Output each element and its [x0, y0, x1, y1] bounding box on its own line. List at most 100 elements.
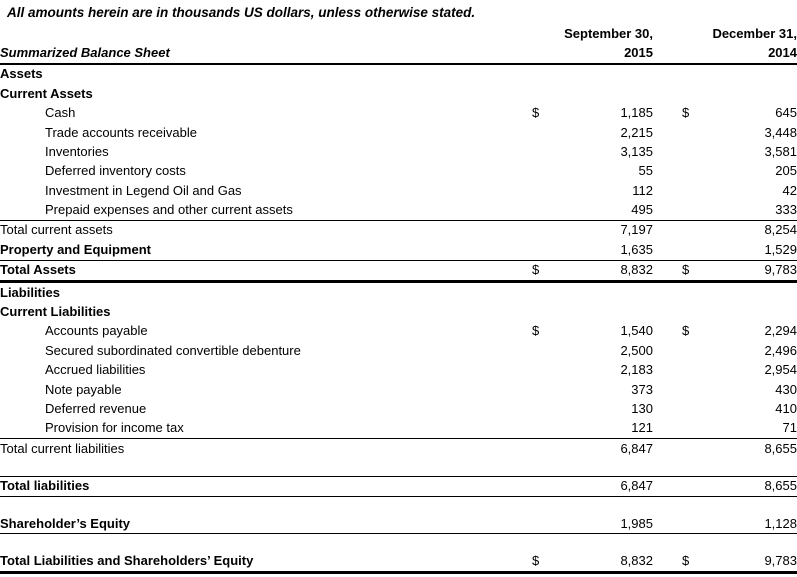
row-value-sep-2015: [562, 458, 653, 477]
row-value-dec-2014: [712, 496, 797, 514]
row-currency-symbol-2: [682, 341, 712, 360]
row-currency-symbol-1: $: [532, 105, 540, 121]
row-label: Total current liabilities: [0, 440, 125, 456]
table-row: Trade accounts receivable 2,215 3,448: [0, 123, 797, 142]
row-currency-symbol-2: [682, 380, 712, 399]
table-row: [0, 496, 797, 514]
column-gap: [653, 458, 682, 477]
column-gap: [653, 240, 682, 261]
table-row: Note payable 373 430: [0, 380, 797, 399]
column-gap: [653, 380, 682, 399]
row-value-dec-2014: [712, 282, 797, 303]
row-value-dec-2014: 9,783: [712, 260, 797, 284]
row-currency-symbol-1: [532, 513, 562, 535]
row-value-dec-2014: [712, 534, 797, 552]
row-value-sep-2015: 1,540: [620, 323, 653, 339]
table-row: Prepaid expenses and other current asset…: [0, 200, 797, 221]
row-value-sep-2015: 6,847: [620, 440, 653, 456]
amounts-note: All amounts herein are in thousands US d…: [7, 5, 476, 20]
column-gap: [653, 260, 682, 284]
row-currency-symbol-1: [532, 341, 562, 360]
col1-header-month: September 30,: [564, 25, 653, 41]
column-gap: [653, 282, 682, 303]
row-currency-symbol-1: [532, 282, 562, 303]
row-label: Total Assets: [0, 260, 532, 284]
table-row: Total current liabilities 6,847 8,655: [0, 439, 797, 459]
row-currency-symbol-2: [682, 302, 712, 321]
row-currency-symbol-2: [682, 399, 712, 418]
column-gap: [653, 123, 682, 142]
row-currency-symbol-2: [682, 162, 712, 181]
table-row: Assets: [0, 64, 797, 84]
row-currency-symbol-1: [532, 240, 562, 261]
table-body: Assets Current Assets Cash $ 1,185 $ 645…: [0, 64, 797, 574]
row-label: Shareholder’s Equity: [0, 513, 532, 535]
row-value-dec-2014: 9,783: [712, 551, 797, 574]
row-currency-symbol-2: [682, 142, 712, 161]
row-value-dec-2014: 333: [712, 200, 797, 221]
table-row: Current Liabilities: [0, 302, 797, 321]
table-row: Current Assets: [0, 84, 797, 103]
row-value-sep-2015: 8,832: [562, 551, 653, 574]
row-currency-symbol-2: [682, 123, 712, 142]
row-value-sep-2015: 2,500: [620, 342, 653, 358]
row-value-sep-2015: [562, 302, 653, 321]
row-value-sep-2015: 7,197: [620, 222, 653, 238]
row-currency-symbol-2: [682, 496, 712, 514]
row-value-sep-2015: [562, 534, 653, 552]
row-value-sep-2015: 55: [638, 163, 653, 179]
column-gap: [653, 551, 682, 574]
row-value-sep-2015: [562, 84, 653, 103]
row-currency-symbol-1: [532, 380, 562, 399]
column-gap: [653, 361, 682, 380]
table-row: Total current assets 7,197 8,254: [0, 220, 797, 240]
col2-header-year: 2014: [682, 43, 797, 65]
balance-sheet-table: September 30, December 31, Summarized Ba…: [0, 24, 797, 574]
row-value-dec-2014: 3,448: [764, 124, 797, 140]
column-gap: [653, 534, 682, 552]
table-row: [0, 534, 797, 552]
row-value-dec-2014: 3,581: [764, 143, 797, 159]
row-label: Prepaid expenses and other current asset…: [0, 200, 532, 221]
row-label: Trade accounts receivable: [45, 124, 197, 140]
row-currency-symbol-2: [682, 84, 712, 103]
row-currency-symbol-1: [532, 302, 562, 321]
row-value-sep-2015: 1,635: [562, 240, 653, 261]
column-gap: [653, 104, 682, 123]
row-value-dec-2014: 8,655: [764, 440, 797, 456]
table-row: Shareholder’s Equity 1,985 1,128: [0, 513, 797, 535]
row-value-sep-2015: 1,185: [620, 105, 653, 121]
row-value-sep-2015: 2,183: [620, 362, 653, 378]
row-currency-symbol-2: $: [682, 260, 712, 284]
row-label: Secured subordinated convertible debentu…: [45, 342, 301, 358]
table-row: Secured subordinated convertible debentu…: [0, 341, 797, 360]
row-label: [0, 496, 532, 514]
table-row: Accrued liabilities 2,183 2,954: [0, 361, 797, 380]
row-value-sep-2015: 6,847: [562, 476, 653, 497]
col2-header-month: December 31,: [712, 25, 797, 41]
row-currency-symbol-2: [682, 458, 712, 477]
row-currency-symbol-2: [682, 282, 712, 303]
row-value-sep-2015: 373: [631, 381, 653, 397]
row-currency-symbol-1: $: [532, 260, 562, 284]
row-value-dec-2014: 205: [775, 163, 797, 179]
row-label: Inventories: [45, 143, 109, 159]
row-label: [0, 458, 532, 477]
column-gap: [653, 496, 682, 514]
table-row: Total Liabilities and Shareholders’ Equi…: [0, 551, 797, 574]
row-value-sep-2015: [562, 282, 653, 303]
row-label: Current Liabilities: [0, 304, 111, 320]
column-gap: [653, 399, 682, 418]
row-value-dec-2014: 71: [712, 418, 797, 440]
column-gap: [653, 142, 682, 161]
row-value-sep-2015: 3,135: [620, 143, 653, 159]
column-gap: [653, 513, 682, 535]
row-label: Accrued liabilities: [45, 362, 146, 378]
row-value-dec-2014: [712, 302, 797, 321]
row-label: Deferred revenue: [45, 400, 147, 416]
row-value-sep-2015: 8,832: [562, 260, 653, 284]
row-label: Total current assets: [0, 222, 113, 238]
row-value-dec-2014: 430: [775, 381, 797, 397]
row-value-dec-2014: 42: [782, 182, 797, 198]
row-label: Accounts payable: [45, 323, 148, 339]
